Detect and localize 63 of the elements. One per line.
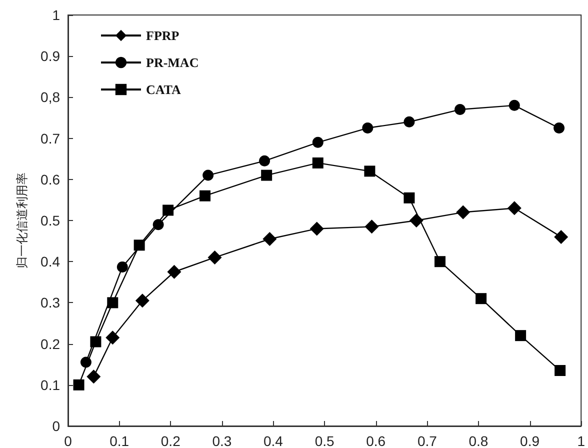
- point: [404, 192, 415, 204]
- x-tick-label: 0.8: [468, 433, 488, 448]
- y-tick-label: 0.3: [40, 294, 60, 311]
- point: [152, 219, 164, 230]
- y-tick-label: 0: [52, 418, 60, 434]
- x-tick-label: 0.3: [212, 433, 232, 448]
- point: [404, 116, 415, 128]
- point: [364, 220, 379, 234]
- point: [261, 170, 272, 181]
- y-tick-label: 0.4: [40, 254, 60, 270]
- point: [80, 356, 92, 368]
- x-tick-label: 0.7: [417, 433, 438, 448]
- legend-label: CATA: [146, 82, 182, 97]
- point: [554, 365, 566, 376]
- point: [476, 293, 487, 304]
- x-tick-label: 0: [64, 433, 72, 448]
- point: [208, 250, 222, 264]
- point: [200, 190, 210, 202]
- point: [409, 214, 424, 228]
- y-tick-label: 0.7: [40, 130, 60, 146]
- point: [162, 204, 174, 216]
- y-tick-label: 0.6: [40, 171, 60, 188]
- point: [134, 240, 145, 251]
- point: [167, 264, 182, 279]
- x-tick-label: 0.9: [520, 433, 540, 448]
- point: [135, 294, 150, 308]
- point: [312, 136, 324, 148]
- legend-label: PR-MAC: [146, 55, 199, 70]
- x-tick-label: 0.2: [160, 433, 181, 448]
- point: [434, 256, 446, 268]
- y-tick-label: 0.5: [40, 212, 60, 228]
- point: [90, 336, 102, 348]
- point: [312, 157, 324, 168]
- point: [364, 166, 376, 177]
- point: [259, 155, 270, 166]
- point: [508, 100, 520, 111]
- x-tick-label: 0.5: [314, 433, 334, 448]
- point: [310, 222, 324, 236]
- point: [554, 122, 565, 134]
- point: [362, 122, 374, 134]
- point: [86, 370, 101, 384]
- y-tick-label: 0.9: [40, 48, 60, 64]
- point: [456, 205, 470, 220]
- y-tick-label: 0.2: [40, 336, 60, 352]
- y-tick-label: 1: [52, 7, 60, 23]
- point: [507, 201, 522, 216]
- x-tick-label: 0.4: [264, 433, 284, 448]
- point: [116, 261, 128, 272]
- y-tick-label: 0.1: [40, 376, 60, 393]
- x-tick-label: 1: [577, 433, 586, 448]
- point: [515, 330, 526, 342]
- legend-label: FPRP: [146, 28, 180, 43]
- y-tick-label: 0,8: [40, 89, 60, 106]
- x-tick-label: 0.1: [110, 433, 130, 448]
- point: [202, 170, 214, 181]
- point: [73, 379, 84, 390]
- point: [554, 230, 568, 244]
- point: [106, 330, 120, 345]
- point: [107, 297, 118, 308]
- y-axis-title: 归一化信道利用率: [15, 172, 29, 268]
- x-tick-label: 0.6: [366, 433, 386, 448]
- point: [262, 232, 277, 246]
- point: [454, 104, 466, 116]
